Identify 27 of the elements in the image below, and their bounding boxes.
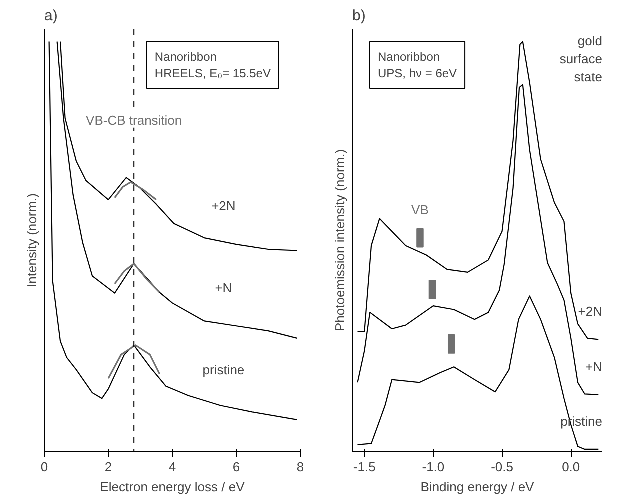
- annotation: gold surface state: [560, 34, 603, 85]
- text: a): [44, 8, 58, 24]
- x-tick-label: 4: [168, 460, 176, 474]
- y-axis-title: Photoemission intensity (norm.): [332, 149, 348, 332]
- annotation: Nanoribbon: [378, 50, 440, 64]
- x-axis-title: Binding energy / eV: [420, 480, 535, 494]
- annotation: HREELS, E₀= 15.5eV: [154, 66, 271, 81]
- ref-line-label: VB-CB transition: [86, 112, 182, 128]
- x-tick-label: 8: [296, 460, 304, 474]
- annotation: UPS, hν = 6eV: [378, 66, 458, 81]
- y-axis-title: Intensity (norm.): [24, 194, 40, 288]
- x-tick-label: -1.5: [353, 460, 376, 474]
- x-tick-label: -1.0: [422, 460, 445, 474]
- series-label: pristine: [202, 362, 245, 378]
- series-label: +N: [586, 359, 603, 374]
- series-label: +2N: [212, 198, 236, 214]
- x-tick-label: 0: [40, 460, 48, 474]
- x-tick-label: 6: [232, 460, 240, 474]
- series-label: +2N: [578, 304, 603, 320]
- annotation: Nanoribbon: [154, 50, 217, 64]
- x-axis-title: Electron energy loss / eV: [100, 480, 246, 494]
- annotation: VB: [412, 202, 429, 218]
- text: b): [352, 8, 366, 24]
- x-tick-label: 0.0: [562, 460, 580, 474]
- x-tick-label: 2: [104, 460, 112, 474]
- x-tick-label: -0.5: [491, 460, 514, 474]
- text: +N: [215, 280, 232, 296]
